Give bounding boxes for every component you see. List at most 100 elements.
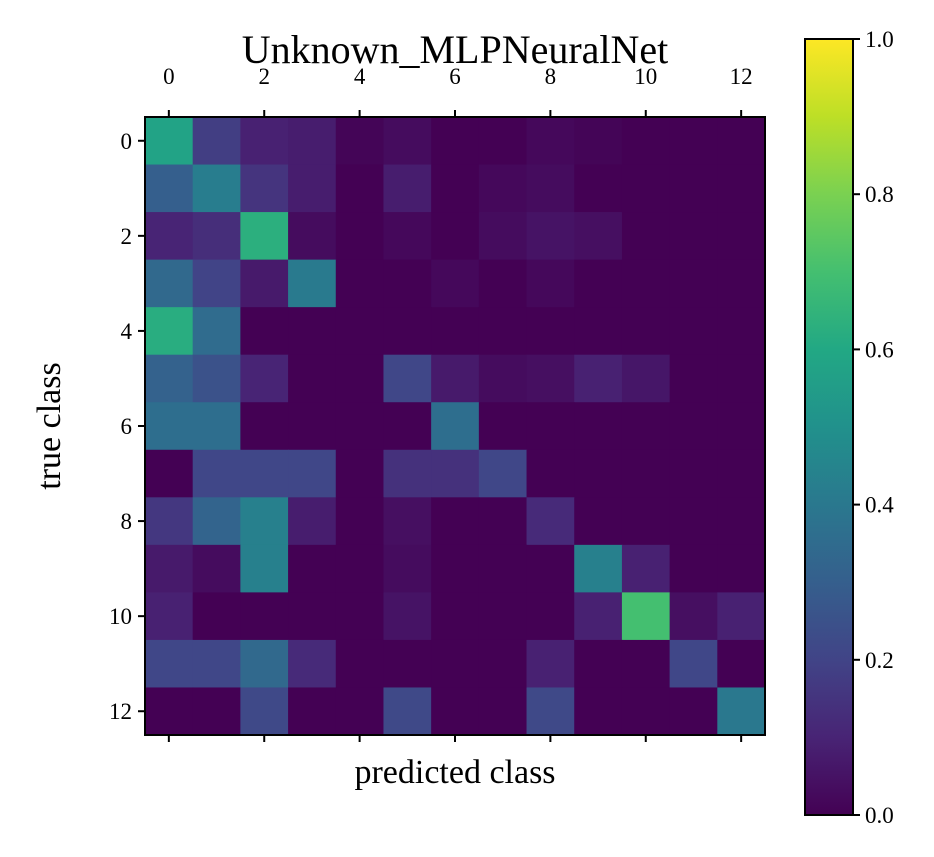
heatmap-cell-r4-c9 [574,307,623,356]
heatmap-cell-r1-c5 [383,164,432,213]
heatmap-cell-r3-c5 [383,259,432,308]
heatmap-cell-r11-c11 [669,639,718,689]
heatmap-cell-r10-c8 [526,592,575,641]
heatmap-cell-r6-c5 [383,402,432,451]
heatmap-cell-r6-c7 [478,402,528,451]
y-tick-label-4: 4 [121,319,133,344]
heatmap-cell-r4-c0 [145,307,194,356]
colorbar-tick-label-0.6: 0.6 [865,337,894,362]
heatmap-cell-r6-c0 [145,402,194,451]
heatmap-cell-r9-c10 [621,544,671,593]
heatmap-cell-r9-c7 [478,544,528,593]
heatmap-cell-r8-c11 [669,497,718,546]
heatmap-cell-r7-c1 [192,449,241,498]
heatmap-cell-r3-c12 [717,259,766,308]
heatmap-cell-r2-c3 [288,212,337,261]
heatmap-cell-r10-c11 [669,592,718,641]
heatmap-cell-r4-c7 [478,307,528,356]
heatmap-cell-r10-c6 [431,592,480,641]
heatmap-cell-r7-c7 [478,449,528,498]
heatmap-cell-r4-c3 [288,307,337,356]
heatmap-cell-r5-c8 [526,354,575,403]
heatmap-cell-r11-c1 [192,639,241,689]
heatmap-cell-r0-c7 [478,117,528,166]
heatmap-cell-r8-c3 [288,497,337,546]
heatmap-cell-r6-c9 [574,402,623,451]
heatmap-cell-r12-c10 [621,687,671,736]
heatmap-cell-r11-c7 [478,639,528,689]
heatmap-cell-r7-c10 [621,449,671,498]
colorbar-tick-label-0.2: 0.2 [865,648,894,673]
y-tick-label-6: 6 [121,414,133,439]
colorbar-ticks: 0.0 0.2 0.4 0.6 0.8 1.0 [853,27,894,828]
heatmap-cell-r12-c12 [717,687,766,736]
heatmap-cell-r3-c6 [431,259,480,308]
heatmap-cell-r10-c12 [717,592,766,641]
heatmap-cell-r11-c3 [288,639,337,689]
heatmap-cell-r8-c9 [574,497,623,546]
heatmap-cell-r12-c8 [526,687,575,736]
heatmap-cell-r2-c9 [574,212,623,261]
heatmap-cell-r1-c8 [526,164,575,213]
heatmap-cells [145,117,766,736]
heatmap-cell-r9-c8 [526,544,575,593]
heatmap-cell-r12-c0 [145,687,194,736]
heatmap-cell-r4-c12 [717,307,766,356]
heatmap-cell-r2-c6 [431,212,480,261]
heatmap-cell-r12-c4 [335,687,385,736]
y-axis-ticks: 0 2 4 6 8 10 12 [109,129,145,724]
heatmap-cell-r3-c4 [335,259,385,308]
heatmap-cell-r11-c8 [526,639,575,689]
heatmap-cell-r7-c12 [717,449,766,498]
heatmap-cell-r12-c1 [192,687,241,736]
heatmap-cell-r3-c10 [621,259,671,308]
heatmap-cell-r6-c2 [240,402,289,451]
heatmap-cell-r2-c10 [621,212,671,261]
heatmap-cell-r11-c6 [431,639,480,689]
heatmap-cell-r7-c6 [431,449,480,498]
heatmap-cell-r2-c0 [145,212,194,261]
heatmap-cell-r5-c10 [621,354,671,403]
heatmap-cell-r9-c6 [431,544,480,593]
x-tick-label-10: 10 [634,64,657,89]
heatmap-cell-r4-c4 [335,307,385,356]
heatmap-cell-r10-c1 [192,592,241,641]
heatmap-cell-r10-c5 [383,592,432,641]
heatmap-cell-r1-c4 [335,164,385,213]
heatmap-cell-r9-c12 [717,544,766,593]
heatmap-cell-r8-c1 [192,497,241,546]
heatmap-cell-r8-c7 [478,497,528,546]
x-tick-label-8: 8 [545,64,557,89]
heatmap-cell-r3-c11 [669,259,718,308]
heatmap-cell-r4-c2 [240,307,289,356]
heatmap-cell-r8-c10 [621,497,671,546]
heatmap-cell-r0-c4 [335,117,385,166]
y-tick-label-0: 0 [121,129,133,154]
heatmap-cell-r7-c3 [288,449,337,498]
colorbar-tick-label-1.0: 1.0 [865,27,894,52]
heatmap-cell-r1-c0 [145,164,194,213]
y-tick-label-10: 10 [109,604,132,629]
heatmap-cell-r0-c9 [574,117,623,166]
heatmap-cell-r0-c1 [192,117,241,166]
heatmap-cell-r3-c0 [145,259,194,308]
heatmap-cell-r6-c4 [335,402,385,451]
heatmap-cell-r3-c1 [192,259,241,308]
heatmap-cell-r1-c7 [478,164,528,213]
heatmap-cell-r1-c9 [574,164,623,213]
heatmap-cell-r3-c8 [526,259,575,308]
x-tick-label-4: 4 [354,64,366,89]
heatmap-cell-r5-c4 [335,354,385,403]
heatmap-cell-r7-c5 [383,449,432,498]
heatmap-cell-r0-c8 [526,117,575,166]
heatmap-cell-r2-c1 [192,212,241,261]
heatmap-cell-r0-c2 [240,117,289,166]
heatmap-cell-r9-c9 [574,544,623,593]
heatmap-cell-r6-c10 [621,402,671,451]
heatmap-cell-r8-c5 [383,497,432,546]
heatmap-cell-r7-c2 [240,449,289,498]
heatmap-cell-r1-c11 [669,164,718,213]
heatmap-cell-r6-c12 [717,402,766,451]
heatmap-cell-r0-c6 [431,117,480,166]
